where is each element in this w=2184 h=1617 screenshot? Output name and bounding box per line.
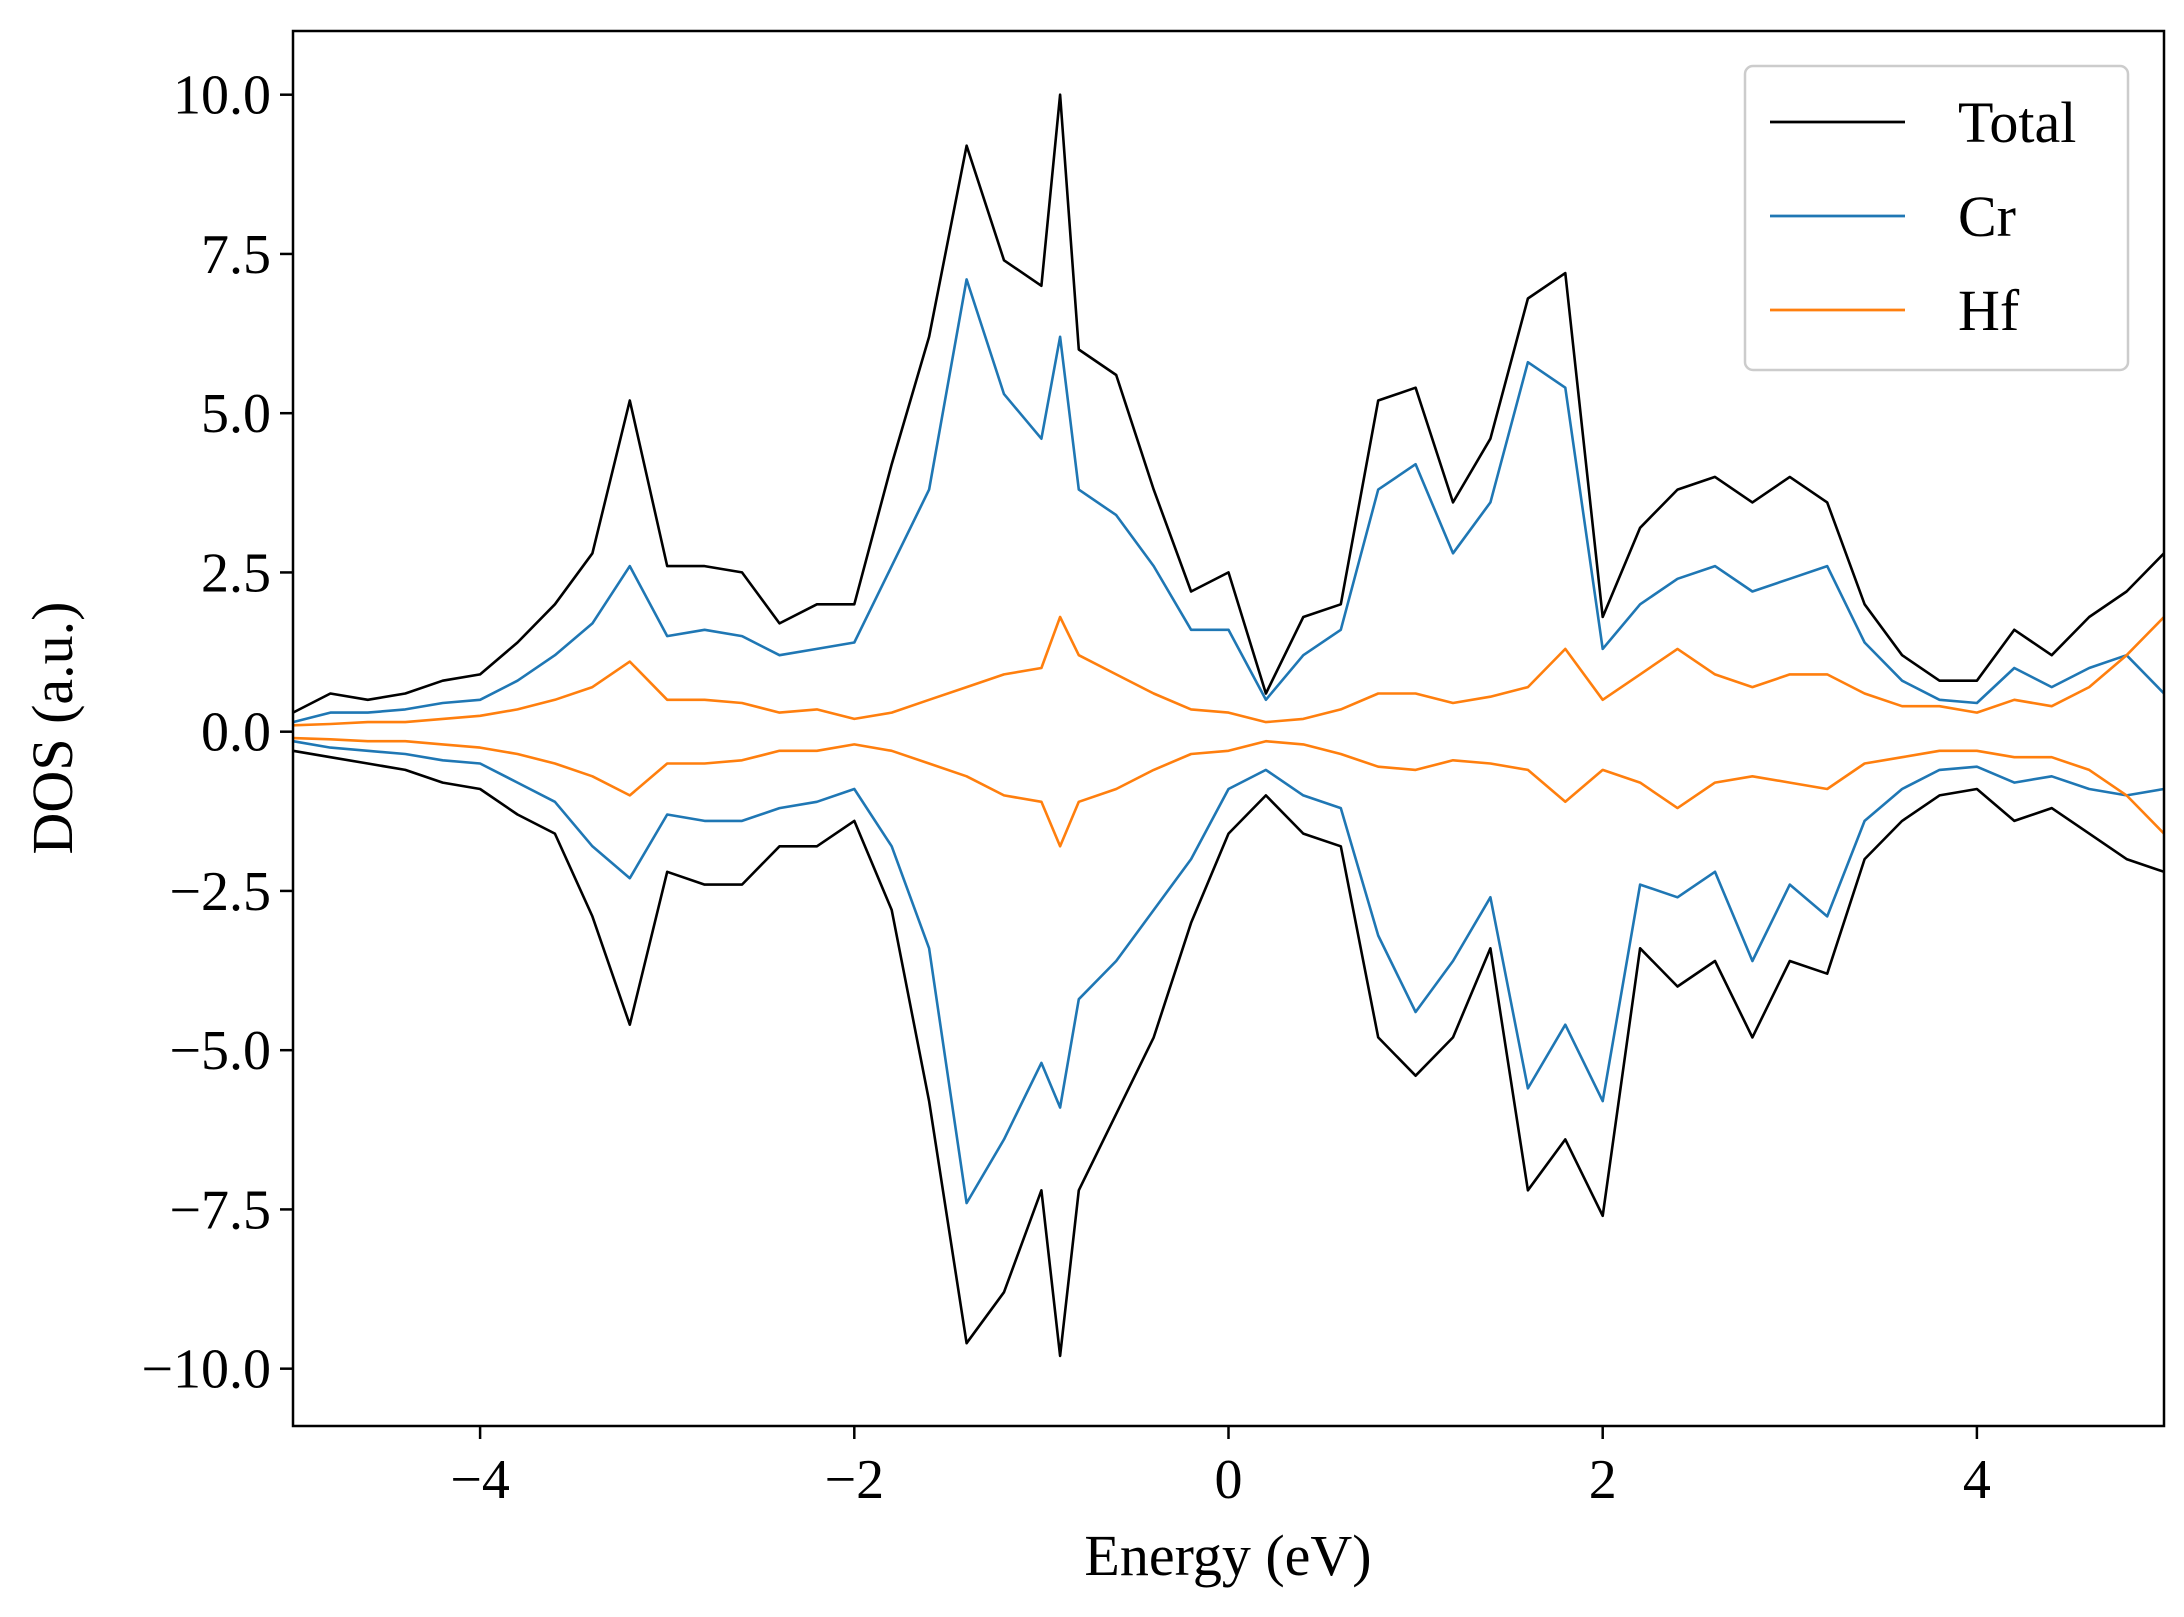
y-tick-label: 7.5 [201,224,271,286]
series-line-hf-down [292,736,2165,848]
series-line-cr-up [292,278,2165,724]
y-tick-label: 10.0 [173,65,271,127]
x-tick-label: −4 [450,1449,510,1511]
x-axis-label: Energy (eV) [1084,1523,1371,1588]
legend-label-cr: Cr [1958,184,2016,249]
y-axis: 10.0 7.5 5.0 2.5 0.0 −2.5 −5.0 −7.5 −10.0 [141,65,293,1401]
legend-label-total: Total [1958,90,2076,155]
y-tick-label: 2.5 [201,542,271,604]
x-tick-label: −2 [825,1449,885,1511]
series-lines [292,93,2165,1358]
x-tick-label: 0 [1215,1449,1243,1511]
series-line-total-up [292,93,2165,714]
y-tick-label: −2.5 [169,861,271,923]
series-line-cr-down [292,739,2165,1205]
x-tick-label: 4 [1963,1449,1991,1511]
legend-frame [1743,64,2130,372]
y-tick-label: 5.0 [201,383,271,445]
y-tick-label: −5.0 [169,1020,271,1082]
y-tick-label: 0.0 [201,702,271,764]
x-tick-label: 2 [1589,1449,1617,1511]
legend-label-hf: Hf [1958,278,2020,343]
x-axis: −4 −2 0 2 4 [450,1426,1991,1511]
y-axis-label: DOS (a.u.) [20,602,85,855]
y-tick-label: −10.0 [141,1339,271,1401]
y-tick-label: −7.5 [169,1179,271,1241]
series-line-total-down [292,749,2165,1358]
legend: Total Cr Hf [1743,64,2130,372]
series-line-hf-up [292,615,2165,727]
